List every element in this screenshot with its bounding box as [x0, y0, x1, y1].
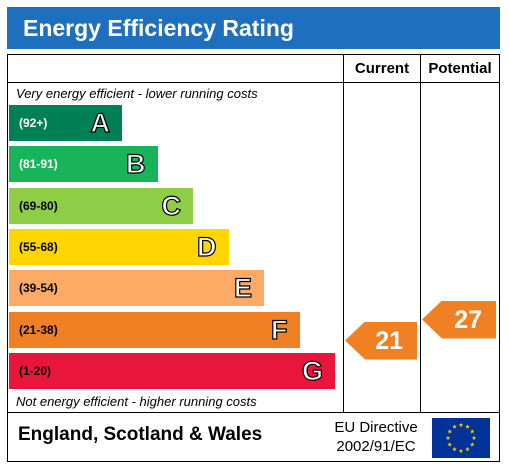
footer-region: England, Scotland & Wales: [18, 424, 263, 445]
band-e: (39-54) E: [9, 270, 264, 307]
band-b: (81-91) B: [9, 146, 158, 183]
eu-star: [469, 442, 475, 447]
eu-directive: EU Directive 2002/91/EC: [323, 418, 429, 456]
footer-divider: [7, 412, 500, 413]
eu-star: [469, 429, 475, 434]
band-range-g: (1-20): [19, 363, 52, 378]
band-range-b: (81-91): [19, 157, 58, 172]
bottom-caption: Not energy efficient - higher running co…: [16, 394, 257, 409]
chart-title: Energy Efficiency Rating: [7, 7, 500, 49]
band-d: (55-68) D: [9, 228, 229, 265]
directive-line2: 2002/91/EC: [336, 438, 416, 455]
eu-star: [465, 424, 470, 429]
band-a: (92+) A: [9, 105, 122, 141]
band-letter-g: G: [301, 355, 323, 386]
band-range-a: (92+): [19, 116, 48, 130]
band-letter-d: D: [196, 231, 217, 262]
eu-star: [445, 435, 451, 440]
column-current: Current: [354, 60, 410, 77]
eu-star: [447, 442, 453, 447]
band-letter-b: B: [125, 149, 146, 180]
band-f: (21-38) F: [9, 311, 300, 348]
eu-star: [465, 446, 470, 452]
band-letter-c: C: [161, 190, 182, 221]
band-range-d: (55-68): [19, 239, 58, 254]
band-letter-a: A: [90, 107, 111, 138]
divider-potential: [420, 54, 421, 412]
column-potential: Potential: [428, 60, 492, 77]
eu-star: [452, 446, 457, 452]
top-caption: Very energy efficient - lower running co…: [16, 86, 258, 101]
eu-star: [471, 435, 477, 440]
header-divider: [7, 82, 500, 83]
eu-flag-icon: [432, 418, 490, 458]
band-c: (69-80) C: [9, 187, 193, 224]
eu-star: [447, 429, 453, 434]
band-letter-f: F: [270, 314, 288, 345]
chart-frame: [7, 54, 500, 462]
eu-star: [458, 448, 464, 453]
band-g: (1-20) G: [9, 352, 335, 389]
band-letter-e: E: [233, 273, 252, 304]
directive-line1: EU Directive: [334, 419, 418, 436]
band-range-e: (39-54): [19, 281, 58, 296]
band-range-f: (21-38): [19, 322, 58, 337]
divider-current: [343, 54, 344, 412]
eu-star: [452, 424, 457, 429]
eu-star: [458, 422, 464, 427]
band-range-c: (69-80): [19, 198, 58, 213]
